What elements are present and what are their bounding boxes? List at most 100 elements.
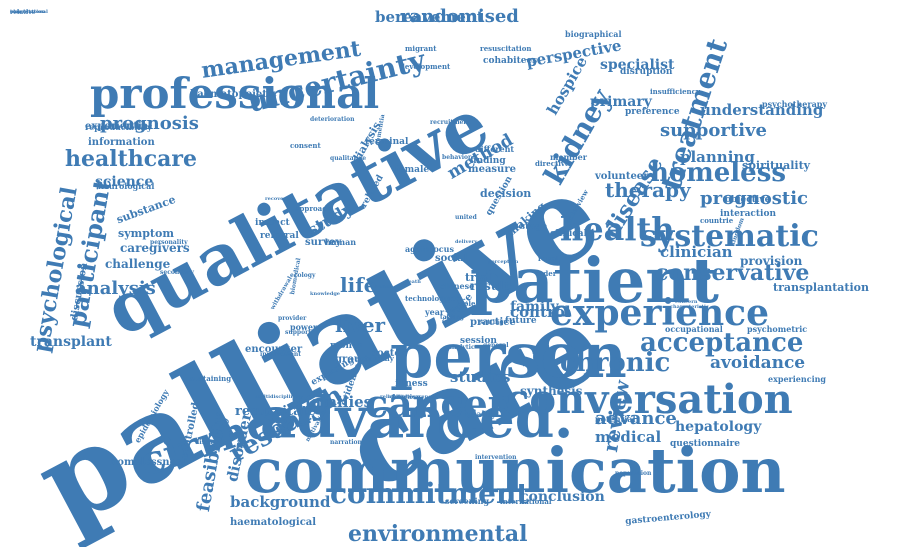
- cloud-word: order: [535, 269, 557, 278]
- cloud-word: acceptance: [640, 328, 804, 358]
- cloud-word: haematopoietic: [190, 89, 277, 100]
- cloud-word: cancer: [365, 381, 508, 426]
- cloud-word: homeless: [650, 158, 786, 188]
- cloud-word: measure: [468, 164, 516, 175]
- cloud-word: substance: [114, 192, 178, 227]
- cloud-word: human: [325, 237, 357, 247]
- cloud-word: united: [455, 214, 477, 221]
- cloud-word: month: [330, 341, 363, 351]
- cloud-word: quality: [465, 409, 497, 419]
- cloud-word: health: [560, 210, 675, 248]
- cloud-word: biographical: [565, 29, 622, 39]
- cloud-word: transplant: [30, 334, 112, 350]
- cloud-word: control: [510, 303, 571, 321]
- cloud-word: homelessness: [110, 457, 188, 468]
- cloud-word: person: [390, 319, 627, 392]
- cloud-word: psychotherapy: [762, 99, 828, 109]
- cloud-word: qualitative: [330, 155, 367, 162]
- cloud-word: approach: [295, 204, 332, 213]
- cloud-word: consent: [290, 141, 321, 150]
- cloud-word: potential: [595, 414, 636, 424]
- cloud-word: setting: [480, 319, 504, 326]
- cloud-word: advanced.: [260, 385, 574, 451]
- cloud-word: provider: [278, 315, 307, 322]
- cloud-word: issue: [10, 9, 25, 15]
- cloud-word: family: [510, 299, 559, 315]
- cloud-word: illness: [395, 379, 428, 389]
- cloud-word: life: [340, 273, 377, 297]
- cloud-word: prognostic: [700, 188, 808, 209]
- cloud-word: experiential: [85, 121, 153, 132]
- cloud-word: background: [230, 493, 331, 511]
- cloud-word: chinese: [440, 281, 475, 291]
- cloud-word: insufficiency: [650, 87, 700, 96]
- cloud-word: experiencing: [768, 374, 827, 384]
- cloud-word: result: [470, 279, 510, 293]
- cloud-word: renal: [538, 254, 559, 263]
- cloud-word: resuscitate: [235, 404, 316, 419]
- cloud-word: conclusion: [520, 489, 605, 505]
- cloud-word: avoidance: [710, 353, 806, 373]
- cloud-word: discussing: [195, 439, 231, 446]
- cloud-word: conservative: [655, 260, 810, 286]
- cloud-word: clinical: [550, 229, 588, 239]
- cloud-word: focus: [430, 244, 454, 254]
- cloud-word: ecology: [290, 272, 316, 279]
- cloud-word: aged: [440, 293, 462, 303]
- cloud-word: planning: [680, 148, 755, 166]
- cloud-word: hepatology: [675, 419, 762, 435]
- cloud-word: ageing: [405, 244, 436, 254]
- cloud-word: reproducibility: [85, 122, 152, 132]
- cloud-word: trial: [465, 271, 492, 284]
- cloud-word: disruption: [620, 67, 673, 77]
- cloud-word: information: [88, 137, 155, 148]
- cloud-word: supportive: [660, 120, 767, 141]
- cloud-word: member: [550, 152, 587, 162]
- cloud-word: awareness: [408, 394, 438, 400]
- cloud-word: primary: [590, 94, 652, 110]
- cloud-word: characteristic: [670, 304, 709, 310]
- cloud-word: referral: [260, 231, 299, 241]
- cloud-word: symptom: [118, 227, 174, 240]
- cloud-word: narration: [330, 439, 362, 446]
- cloud-word: gastroenterology: [624, 509, 712, 527]
- cloud-word: migrant: [405, 44, 437, 53]
- cloud-word: autonomy: [355, 354, 394, 363]
- cloud-word: haematological: [230, 517, 317, 528]
- cloud-word: directive: [535, 159, 570, 168]
- cloud-word: different: [475, 144, 515, 154]
- cloud-word: science: [95, 174, 154, 190]
- cloud-word: future: [505, 316, 537, 326]
- cloud-word: analytic: [448, 344, 475, 351]
- cloud-word: objective: [725, 195, 771, 205]
- cloud-word: challenge: [105, 257, 171, 271]
- cloud-word: countrie: [700, 216, 734, 225]
- cloud-word: group: [335, 354, 369, 365]
- cloud-word: specialist: [600, 57, 675, 73]
- cloud-word: power: [290, 322, 318, 332]
- cloud-word: talking: [440, 314, 464, 321]
- cloud-word: function: [392, 394, 421, 401]
- cloud-word: psychometric: [747, 324, 808, 334]
- cloud-word: synthesis: [520, 384, 583, 398]
- cloud-word: randomised: [400, 6, 519, 27]
- cloud-word: cohabitees: [483, 56, 538, 66]
- cloud-word: death: [405, 279, 421, 285]
- cloud-word: impact: [255, 218, 290, 228]
- cloud-word: deterioration: [310, 116, 355, 123]
- cloud-word: technology: [405, 294, 449, 303]
- cloud-word: perception: [488, 259, 519, 265]
- cloud-word: session: [460, 336, 497, 346]
- cloud-word: development: [400, 62, 451, 71]
- cloud-word: questionnaire: [670, 439, 741, 449]
- cloud-word: support: [285, 329, 312, 336]
- cloud-word: bereavement: [375, 8, 484, 26]
- cloud-word: year: [425, 307, 445, 317]
- cloud-word: international: [500, 497, 552, 506]
- cloud-word: provision: [740, 254, 803, 268]
- cloud-word: decision: [480, 187, 532, 200]
- cloud-word: social: [435, 253, 468, 264]
- cloud-word: healthcare: [65, 146, 197, 172]
- cloud-word: reliability: [380, 394, 408, 400]
